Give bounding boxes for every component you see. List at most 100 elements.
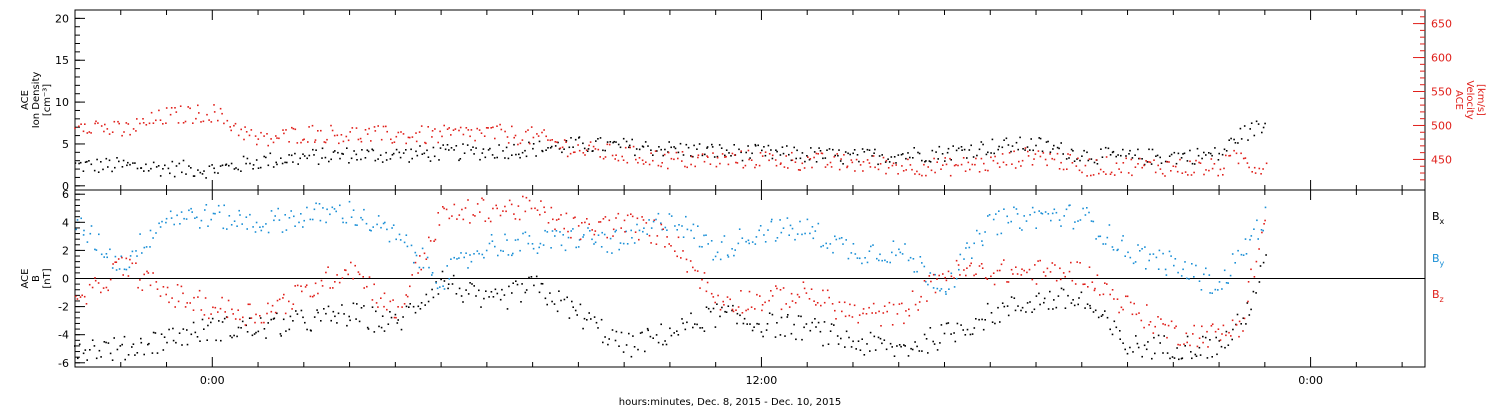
data-point (689, 260, 692, 262)
data-point (980, 141, 983, 143)
data-point (615, 217, 617, 219)
data-point (1044, 158, 1047, 161)
data-point (371, 299, 374, 301)
data-point (94, 248, 96, 251)
data-point (109, 248, 111, 251)
data-point (597, 234, 600, 236)
data-point (1242, 317, 1245, 319)
data-point (600, 318, 603, 321)
data-point (568, 317, 571, 319)
data-point (981, 244, 984, 247)
data-point (794, 302, 797, 304)
data-point (494, 288, 497, 291)
data-point (1240, 138, 1243, 140)
data-point (349, 131, 351, 133)
data-point (218, 211, 221, 213)
data-point (188, 165, 190, 167)
data-point (761, 155, 764, 157)
data-point (1139, 250, 1141, 252)
data-point (317, 163, 320, 165)
data-point (592, 145, 595, 148)
data-point (199, 227, 201, 229)
data-point (345, 135, 348, 138)
data-point (425, 293, 428, 296)
data-point (311, 124, 314, 127)
data-point (1041, 150, 1044, 153)
data-point (386, 308, 388, 311)
data-point (1013, 297, 1016, 299)
data-point (1262, 126, 1265, 129)
data-point (519, 142, 522, 145)
data-point (203, 328, 205, 330)
data-point (254, 231, 257, 233)
data-point (355, 127, 358, 129)
data-point (129, 258, 131, 261)
data-point (1186, 335, 1189, 338)
x-tick-label: 0:00 (1298, 374, 1323, 387)
left-axis-label: ACE Ion Density [cm⁻³] (20, 72, 53, 129)
data-point (147, 343, 149, 346)
data-point (647, 329, 649, 332)
data-point (988, 214, 991, 216)
data-point (889, 261, 891, 264)
data-point (1087, 286, 1089, 288)
data-point (934, 291, 937, 294)
data-point (480, 306, 482, 308)
data-point (426, 149, 428, 152)
data-point (1063, 215, 1065, 217)
data-point (338, 281, 341, 284)
data-point (236, 335, 238, 338)
data-point (1220, 345, 1223, 348)
data-point (788, 153, 790, 156)
data-point (832, 148, 834, 151)
data-point (1244, 238, 1247, 240)
data-point (414, 311, 417, 314)
data-point (829, 330, 832, 332)
data-point (496, 125, 498, 127)
data-point (1014, 309, 1017, 312)
data-point (1016, 273, 1019, 275)
data-point (1218, 340, 1221, 342)
data-point (767, 229, 769, 231)
data-point (170, 217, 173, 219)
data-point (674, 147, 677, 150)
data-point (341, 152, 343, 155)
data-point (602, 149, 604, 152)
data-point (1077, 303, 1079, 306)
data-point (423, 152, 426, 155)
data-point (1234, 262, 1236, 264)
data-point (997, 306, 999, 309)
data-point (1073, 160, 1076, 162)
data-point (334, 150, 336, 152)
series-panel1-1 (74, 104, 1268, 177)
data-point (578, 136, 581, 138)
data-point (930, 280, 932, 283)
data-point (925, 280, 927, 283)
data-point (771, 313, 774, 316)
data-point (732, 304, 734, 307)
data-point (1250, 122, 1253, 124)
data-point (597, 148, 600, 151)
data-point (547, 147, 549, 149)
data-point (957, 264, 960, 266)
data-point (1160, 318, 1162, 320)
data-point (1071, 279, 1074, 282)
data-point (1141, 248, 1143, 250)
data-point (1247, 139, 1249, 141)
data-point (707, 156, 709, 158)
data-point (588, 144, 590, 147)
data-point (190, 167, 192, 169)
data-point (650, 242, 652, 244)
data-point (795, 157, 797, 160)
data-point (1247, 281, 1250, 283)
data-point (166, 341, 168, 344)
data-point (159, 226, 162, 228)
data-point (883, 305, 886, 307)
data-point (862, 312, 864, 315)
data-point (1037, 260, 1039, 262)
data-point (804, 160, 806, 163)
data-point (749, 323, 751, 325)
data-point (115, 269, 118, 271)
data-point (433, 155, 436, 158)
data-point (781, 146, 784, 148)
